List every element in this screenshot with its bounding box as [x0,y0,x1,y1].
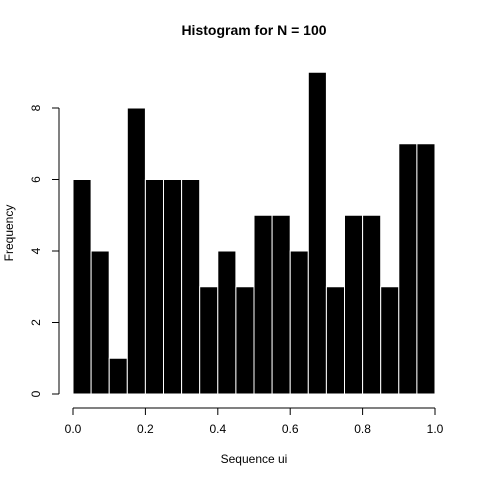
x-tick-label: 0.0 [65,422,82,436]
histogram-bar [362,214,382,395]
chart-title: Histogram for N = 100 [181,22,326,38]
histogram-bar [271,214,291,395]
histogram-bar [217,250,237,395]
x-tick-label: 0.4 [209,422,226,436]
y-axis-label: Frequency [2,205,16,262]
y-tick-label: 8 [29,104,43,111]
x-axis: 0.0 0.2 0.4 0.6 0.8 1.0 [65,407,444,436]
histogram-bar [307,71,327,395]
histogram-bar [344,214,364,395]
y-tick-label: 0 [29,390,43,397]
x-tick-label: 1.0 [427,422,444,436]
histogram-bar [416,143,436,395]
histogram-bar [253,214,273,395]
x-axis-label: Sequence ui [221,452,288,466]
x-tick-label: 0.8 [354,422,371,436]
histogram-bar [289,250,309,395]
histogram-bar [398,143,418,395]
histogram-bar [163,179,183,395]
x-tick-label: 0.6 [282,422,299,436]
x-tick-label: 0.2 [137,422,154,436]
y-tick-label: 6 [29,176,43,183]
y-tick-label: 2 [29,319,43,326]
y-axis: 0 2 4 6 8 [29,104,60,397]
histogram-bar [181,179,201,395]
histogram-bar [199,286,219,395]
histogram-bar [126,107,146,395]
y-tick-label: 4 [29,247,43,254]
histogram-bar [108,357,128,395]
histogram-bar [235,286,255,395]
histogram-bar [325,286,345,395]
histogram-bar [90,250,110,395]
bars-group [72,71,436,395]
histogram-bar [144,179,164,395]
histogram-bar [380,286,400,395]
histogram-bar [72,179,92,395]
